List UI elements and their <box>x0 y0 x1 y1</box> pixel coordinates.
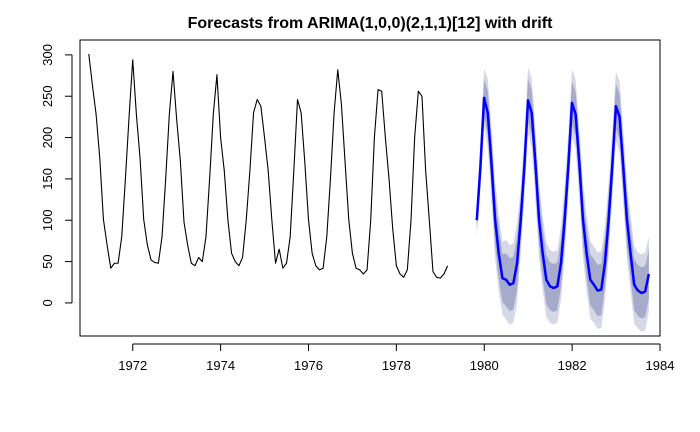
observed-line <box>88 53 449 279</box>
prediction-intervals <box>476 67 649 332</box>
x-tick-label: 1980 <box>470 358 499 373</box>
forecast-line <box>475 96 651 295</box>
x-tick-label: 1976 <box>294 358 323 373</box>
x-tick-label: 1978 <box>382 358 411 373</box>
y-tick-label: 250 <box>40 85 55 107</box>
y-axis: 0 50 100 150 200 250 300 <box>40 44 73 307</box>
x-tick-label: 1974 <box>206 358 235 373</box>
y-tick-label: 50 <box>40 254 55 268</box>
series-lines <box>88 53 651 295</box>
x-axis: 1972 1974 1976 1978 1980 1982 1984 <box>118 343 675 373</box>
y-tick-label: 300 <box>40 44 55 66</box>
chart-title: Forecasts from ARIMA(1,0,0)(2,1,1)[12] w… <box>188 15 553 32</box>
y-tick-label: 100 <box>40 209 55 231</box>
y-tick-label: 150 <box>40 168 55 190</box>
y-tick-label: 200 <box>40 127 55 149</box>
x-tick-label: 1984 <box>646 358 675 373</box>
y-tick-label: 0 <box>40 299 55 306</box>
x-tick-label: 1972 <box>118 358 147 373</box>
x-tick-label: 1982 <box>558 358 587 373</box>
plot-frame <box>79 39 661 337</box>
